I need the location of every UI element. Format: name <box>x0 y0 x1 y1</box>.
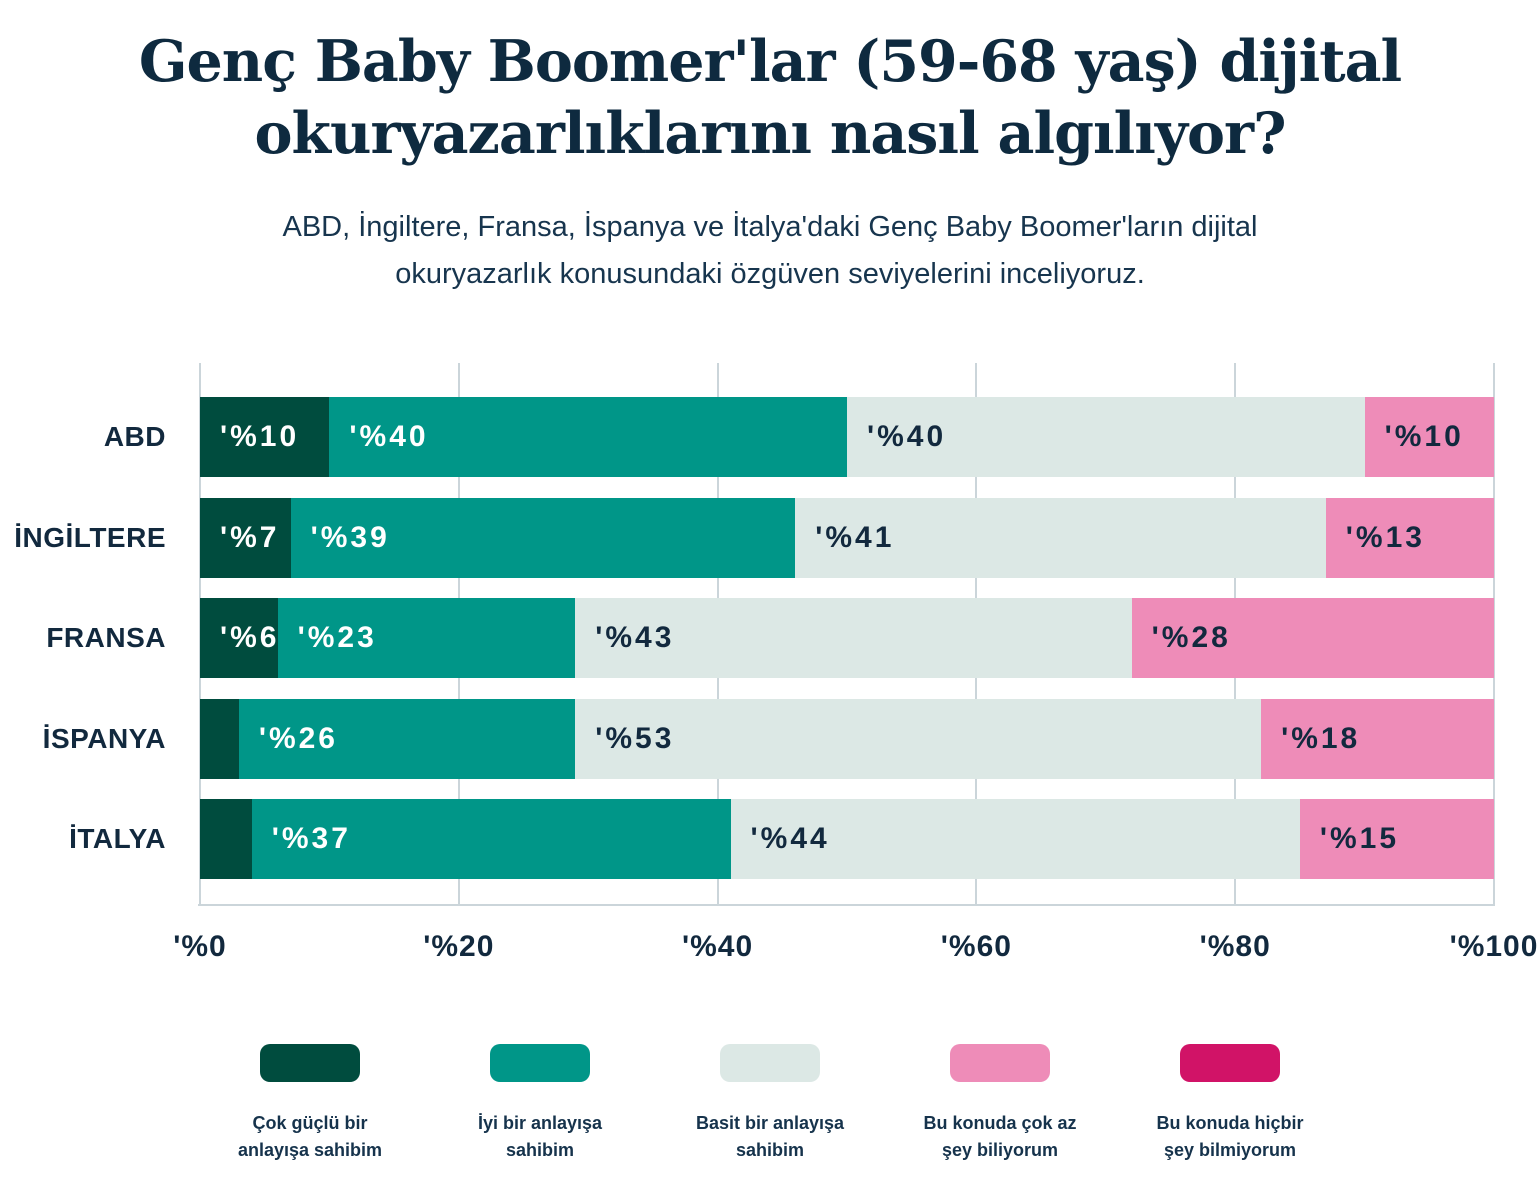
bar-value-label: '%40 <box>866 420 947 453</box>
gridline-100 <box>1493 363 1495 906</box>
bar-segment: '%43 <box>575 598 1132 678</box>
bar-segment: '%44 <box>730 799 1300 879</box>
bar-segment: '%40 <box>329 397 847 477</box>
legend-item: İyi bir anlayışa sahibim <box>449 1044 631 1164</box>
bar-value-label: '%40 <box>349 420 429 453</box>
x-tick-label-60: '%60 <box>940 930 1012 963</box>
bar-segment: '%6 <box>200 598 278 678</box>
bar-segment: '%41 <box>795 497 1326 578</box>
x-tick-label-100: '%100 <box>1449 930 1539 963</box>
legend-swatch <box>260 1044 360 1082</box>
x-tick-label-20: '%20 <box>423 930 495 963</box>
bar-segment <box>200 799 252 879</box>
bar-value-label: '%53 <box>595 721 675 755</box>
bar-segment: '%10 <box>200 397 330 477</box>
bar-value-label: '%23 <box>297 621 377 654</box>
legend-label: Bu konuda çok az şey biliyorum <box>923 1113 1077 1160</box>
bar-value-label: '%15 <box>1319 822 1400 855</box>
bar-value-label: '%10 <box>220 420 300 453</box>
category-label-İSPANYA: İSPANYA <box>42 722 166 754</box>
bar-value-label: '%28 <box>1151 621 1231 654</box>
category-label-ABD: ABD <box>103 421 166 452</box>
bar-row-İSPANYA: '%26 '%53 '%18 <box>200 698 1494 779</box>
legend-swatch <box>720 1044 820 1082</box>
legend-item: Basit bir anlayışa sahibim <box>679 1044 861 1164</box>
legend-item: Bu konuda hiçbir şey bilmiyorum <box>1139 1044 1321 1164</box>
legend-label: Çok güçlü bir anlayışa sahibim <box>237 1113 383 1160</box>
bar-value-label: '%43 <box>595 621 675 654</box>
bar-value-label: '%26 <box>258 721 338 755</box>
bar-row-FRANSA: '%6 '%23 '%43 '%28 <box>200 598 1494 678</box>
bar-segment: '%53 <box>575 698 1262 779</box>
bar-row-İTALYA: '%37 '%44 '%15 <box>200 799 1494 879</box>
legend-swatch <box>1180 1044 1280 1082</box>
bar-segment: '%13 <box>1325 497 1494 578</box>
bar-value-label: '%41 <box>815 520 895 554</box>
chart-title: Genç Baby Boomer'lar (59-68 yaş) dijital… <box>138 28 1402 167</box>
legend-item: Bu konuda çok az şey biliyorum <box>909 1044 1091 1164</box>
bar-segment: '%18 <box>1261 698 1494 779</box>
bar-row-ABD: '%10 '%40 '%40 '%10 <box>200 397 1494 477</box>
legend-label: İyi bir anlayışa sahibim <box>477 1113 603 1160</box>
chart-subtitle: ABD, İngiltere, Fransa, İspanya ve İtaly… <box>282 211 1258 290</box>
category-label-FRANSA: FRANSA <box>46 622 166 653</box>
x-tick-label-80: '%80 <box>1199 930 1271 963</box>
bar-segment: '%23 <box>277 598 576 678</box>
bar-segment: '%28 <box>1131 598 1494 678</box>
bar-value-label: '%39 <box>310 520 390 554</box>
x-tick-label-40: '%40 <box>682 930 754 963</box>
category-label-İTALYA: İTALYA <box>69 823 166 854</box>
legend-label: Basit bir anlayışa sahibim <box>695 1113 845 1160</box>
bar-value-label: '%10 <box>1384 420 1464 453</box>
bar-row-İNGİLTERE: '%7 '%39 '%41 '%13 <box>200 497 1494 578</box>
bar-value-label: '%44 <box>750 822 830 855</box>
category-label-İNGİLTERE: İNGİLTERE <box>14 521 166 553</box>
bar-value-label: '%13 <box>1345 520 1425 554</box>
legend-swatch <box>490 1044 590 1082</box>
bar-segment: '%10 <box>1364 397 1494 477</box>
bar-segment: '%39 <box>290 497 796 578</box>
x-axis-labels: '%0 '%20 '%40 '%60 '%80 '%100 <box>173 930 1537 970</box>
bar-value-label: '%7 <box>220 520 280 554</box>
x-axis-line <box>198 904 1494 906</box>
legend-label: Bu konuda hiçbir şey bilmiyorum <box>1156 1113 1304 1160</box>
bar-value-label: '%18 <box>1281 721 1361 755</box>
bar-segment: '%37 <box>251 799 731 879</box>
bar-segment: '%40 <box>846 397 1365 477</box>
x-tick-label-0: '%0 <box>173 930 227 963</box>
bar-value-label: '%37 <box>271 822 351 855</box>
legend-swatch <box>950 1044 1050 1082</box>
plot-area: '%10 '%40 '%40 '%10 '%7 '%39 '%41 '%13 '%6 '%23 '%… <box>198 363 1495 906</box>
y-axis-labels: ABD İNGİLTERE FRANSA İSPANYA İTALYA <box>0 363 170 906</box>
legend-item: Çok güçlü bir anlayışa sahibim <box>219 1044 401 1164</box>
chart-legend: Çok güçlü bir anlayışa sahibim İyi bir an… <box>219 1044 1321 1164</box>
bar-segment: '%15 <box>1299 799 1494 879</box>
bar-segment <box>200 698 239 779</box>
bar-segment: '%7 <box>200 497 291 578</box>
bar-segment: '%26 <box>238 698 576 779</box>
bar-value-label: '%6 <box>220 621 278 654</box>
